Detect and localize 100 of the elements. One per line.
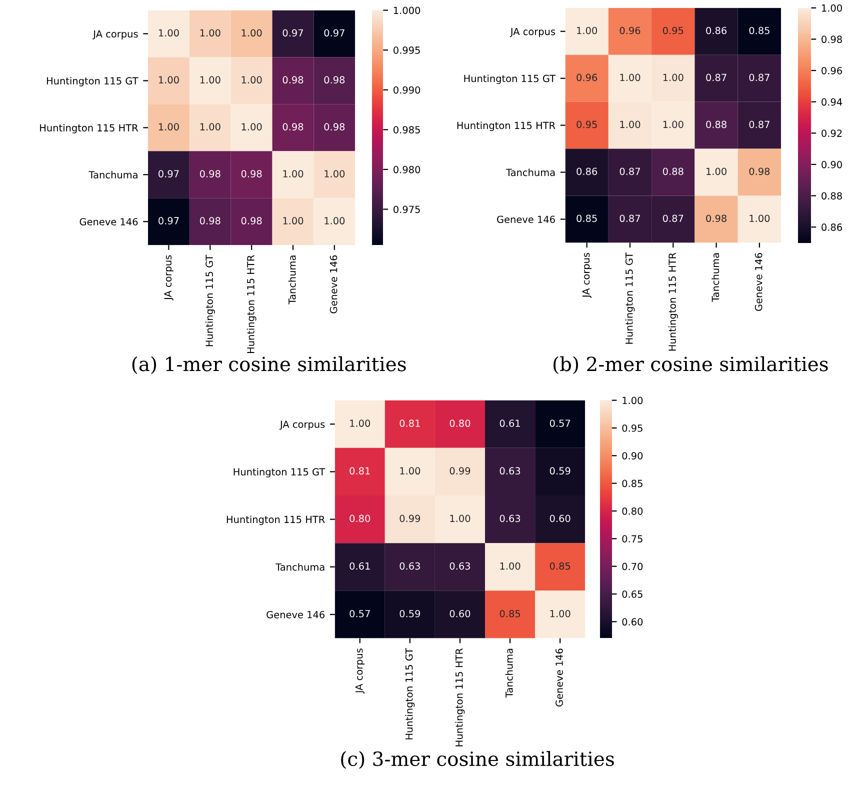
data-label: 0.96 <box>576 74 598 82</box>
data-label: 0.81 <box>350 467 370 475</box>
data-label: 1.00 <box>200 76 220 84</box>
y-tick-label: Tanchuma <box>506 168 555 176</box>
data-label: 1.00 <box>400 467 420 475</box>
data-label: 1.00 <box>158 76 179 84</box>
y-tick-label: Huntington 115 GT <box>234 468 326 478</box>
data-label: 0.99 <box>450 467 470 475</box>
x-tick-label: JA corpus <box>164 255 174 300</box>
data-label: 1.00 <box>200 29 220 37</box>
data-label: 0.86 <box>706 26 726 34</box>
data-label: 1.00 <box>663 120 684 128</box>
color-bar-label: 0.88 <box>822 192 842 200</box>
data-label: 0.86 <box>576 168 598 176</box>
data-label: 1.00 <box>242 123 262 130</box>
data-label: 0.98 <box>282 76 304 84</box>
data-label: 0.81 <box>400 420 420 427</box>
y-tick-label: Huntington 115 HTR <box>457 122 556 132</box>
data-label: 0.61 <box>350 562 370 570</box>
data-label: 0.63 <box>450 562 470 570</box>
data-label: 0.87 <box>620 214 640 222</box>
text: (b) 2-mer cosine similarities <box>554 356 828 374</box>
data-label: 1.00 <box>750 214 770 222</box>
data-label: 1.00 <box>242 76 262 84</box>
y-tick-label: Geneve 146 <box>497 216 555 224</box>
data-label: 0.80 <box>450 420 470 427</box>
data-label: 0.97 <box>158 170 179 178</box>
color-bar-label: 1.00 <box>822 4 842 12</box>
x-tick-label: Geneve 146 <box>754 253 762 311</box>
data-label: 1.00 <box>577 26 598 34</box>
data-label: 0.85 <box>550 562 570 570</box>
color-bar-label: 0.60 <box>622 618 643 626</box>
data-label: 0.85 <box>749 26 770 34</box>
data-label: 1.00 <box>324 217 345 224</box>
data-label: 1.00 <box>324 170 345 178</box>
y-tick-label: JA corpus <box>279 420 325 430</box>
color-bar-label: 0.92 <box>822 130 842 137</box>
data-label: 1.00 <box>500 562 520 570</box>
x-tick-label: Huntington 115 GT <box>625 252 635 344</box>
data-label: 1.00 <box>706 168 726 176</box>
color-bar-label: 0.985 <box>394 126 420 134</box>
data-label: 1.00 <box>663 74 684 82</box>
data-label: 0.63 <box>500 467 520 475</box>
color-bar-label: 0.75 <box>622 535 642 542</box>
y-tick-label: Tanchuma <box>276 563 324 571</box>
color-bar-label: 0.90 <box>822 160 842 168</box>
x-tick-label: JA corpus <box>355 648 365 694</box>
x-tick-label: Huntington 115 GT <box>405 648 415 740</box>
data-label: 0.97 <box>324 29 344 37</box>
data-label: 0.60 <box>550 514 570 522</box>
data-label: 1.00 <box>283 217 304 224</box>
color-bar-label: 0.990 <box>394 86 420 94</box>
x-tick-label: JA corpus <box>582 252 592 298</box>
data-label: 0.57 <box>550 420 570 427</box>
data-label: 0.80 <box>350 514 370 522</box>
color-bar-label: 0.995 <box>394 46 420 54</box>
data-label: 0.88 <box>662 168 684 176</box>
data-label: 0.98 <box>282 123 304 130</box>
data-label: 1.00 <box>620 120 640 128</box>
data-label: 0.88 <box>706 120 726 128</box>
data-label: 1.00 <box>200 123 220 130</box>
color-bar-label: 1.000 <box>394 6 420 14</box>
data-label: 1.00 <box>158 123 179 130</box>
data-label: 0.59 <box>400 610 420 618</box>
y-tick-label: JA corpus <box>510 28 556 38</box>
data-label: 0.60 <box>450 610 470 618</box>
data-label: 1.00 <box>283 170 304 178</box>
data-label: 0.95 <box>576 120 597 128</box>
text: (c) 3-mer cosine similarities <box>341 751 614 769</box>
y-tick-label: Geneve 146 <box>266 610 325 618</box>
data-label: 1.00 <box>158 29 179 37</box>
data-label: 0.99 <box>400 514 420 522</box>
data-label: 1.00 <box>350 420 370 427</box>
y-tick-label: JA corpus <box>92 30 138 40</box>
data-label: 0.96 <box>620 26 640 34</box>
color-bar-label: 0.80 <box>622 507 643 515</box>
x-tick-label: Tanchuma <box>712 253 720 302</box>
color-bar-label: 0.70 <box>622 562 643 570</box>
color-bar-label: 0.65 <box>622 590 642 598</box>
data-label: 0.87 <box>620 168 640 176</box>
y-tick-label: Huntington 115 GT <box>46 77 138 86</box>
data-label: 0.97 <box>282 29 303 37</box>
data-label: 0.98 <box>706 214 726 222</box>
data-label: 0.87 <box>662 214 684 222</box>
data-label: 1.00 <box>620 74 640 82</box>
data-label: 0.87 <box>706 74 726 82</box>
data-label: 0.98 <box>241 217 262 224</box>
data-label: 0.85 <box>576 214 597 222</box>
data-label: 0.98 <box>324 76 345 84</box>
data-label: 0.87 <box>749 74 770 82</box>
data-label: 0.98 <box>749 168 770 176</box>
color-bar-label: 0.95 <box>622 424 642 432</box>
color-bar-label: 0.90 <box>622 452 643 460</box>
data-label: 0.98 <box>200 170 220 178</box>
data-label: 0.95 <box>662 26 684 34</box>
data-label: 0.59 <box>550 467 570 475</box>
color-bar-label: 0.96 <box>822 66 842 74</box>
text: (a) 1-mer cosine similarities <box>132 356 406 374</box>
data-label: 1.00 <box>242 29 262 37</box>
color-bar-label: 1.00 <box>622 396 643 404</box>
